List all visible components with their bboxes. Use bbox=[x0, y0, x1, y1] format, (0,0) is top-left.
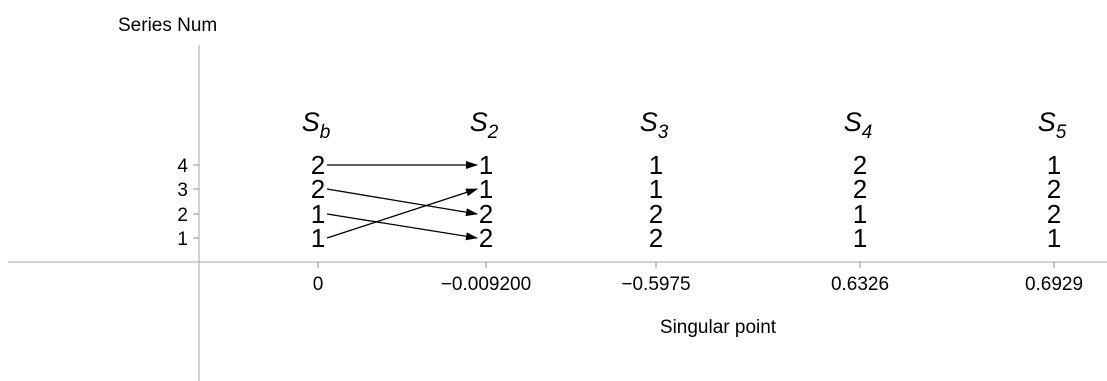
mapping-arrow bbox=[326, 213, 478, 241]
column-header: Sb bbox=[302, 107, 331, 143]
x-tick-label: 0.6929 bbox=[1025, 274, 1083, 295]
x-tick-label: −0.5975 bbox=[621, 274, 690, 295]
mapping-arrow bbox=[326, 188, 478, 239]
cell-value: 2 bbox=[1047, 174, 1061, 204]
cell-value: 2 bbox=[311, 150, 325, 180]
cell-value: 2 bbox=[853, 150, 867, 180]
cell-value: 1 bbox=[853, 223, 867, 253]
column-header: S4 bbox=[844, 107, 873, 143]
x-tick-label: −0.009200 bbox=[441, 274, 531, 295]
mapping-arrow bbox=[326, 188, 478, 217]
column-header: S5 bbox=[1038, 107, 1067, 143]
columns: Sb11220S22211−0.009200S32211−0.5975S4112… bbox=[302, 107, 1083, 295]
cell-value: 1 bbox=[1047, 223, 1061, 253]
cell-value: 2 bbox=[479, 199, 493, 229]
y-axis-title: Series Num bbox=[118, 15, 217, 36]
cell-value: 2 bbox=[649, 223, 663, 253]
y-tick-label: 2 bbox=[177, 205, 188, 226]
y-tick-label: 4 bbox=[177, 156, 188, 177]
y-ticks: 1 2 3 4 bbox=[177, 156, 199, 250]
y-tick-label: 1 bbox=[177, 229, 188, 250]
cell-value: 2 bbox=[479, 223, 493, 253]
cell-value: 1 bbox=[853, 199, 867, 229]
column-header: S2 bbox=[470, 107, 499, 143]
cell-value: 2 bbox=[853, 174, 867, 204]
column-header: S3 bbox=[640, 107, 669, 143]
x-axis-title: Singular point bbox=[660, 317, 777, 338]
cell-value: 1 bbox=[479, 174, 493, 204]
x-tick-label: 0 bbox=[313, 274, 324, 295]
cell-value: 2 bbox=[649, 199, 663, 229]
cell-value: 1 bbox=[479, 150, 493, 180]
cell-value: 2 bbox=[1047, 199, 1061, 229]
cell-value: 1 bbox=[1047, 150, 1061, 180]
x-tick-label: 0.6326 bbox=[831, 274, 889, 295]
arrows bbox=[326, 161, 478, 241]
y-tick-label: 3 bbox=[177, 180, 188, 201]
cell-value: 1 bbox=[311, 199, 325, 229]
cell-value: 1 bbox=[311, 223, 325, 253]
cell-value: 1 bbox=[649, 174, 663, 204]
cell-value: 1 bbox=[649, 150, 663, 180]
cell-value: 2 bbox=[311, 174, 325, 204]
